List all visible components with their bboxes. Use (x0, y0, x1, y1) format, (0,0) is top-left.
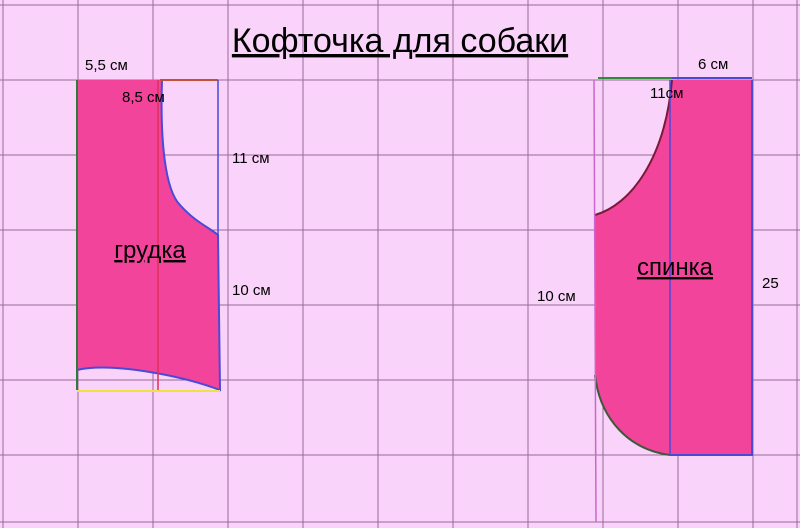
back-outline (670, 80, 753, 456)
back-neck (594, 79, 673, 216)
back-guide (593, 79, 597, 523)
back-piece (595, 80, 752, 455)
dimension-label: 6 см (698, 56, 728, 73)
dimension-label: 10 см (232, 282, 271, 299)
dimension-label: 11 см (232, 150, 270, 167)
front-outline (76, 79, 222, 392)
dimension-label: 25 (762, 275, 779, 292)
dimension-label: 5,5 см (85, 57, 128, 74)
dimension-label: 10 см (537, 288, 576, 305)
title: Кофточка для собаки (232, 22, 568, 60)
back-curve (594, 374, 671, 456)
dimension-label: 11см (650, 85, 683, 102)
dimension-label: 8,5 см (122, 89, 165, 106)
front-piece (77, 80, 220, 390)
piece-name: спинка (637, 254, 714, 281)
piece-name: грудка (114, 237, 186, 264)
